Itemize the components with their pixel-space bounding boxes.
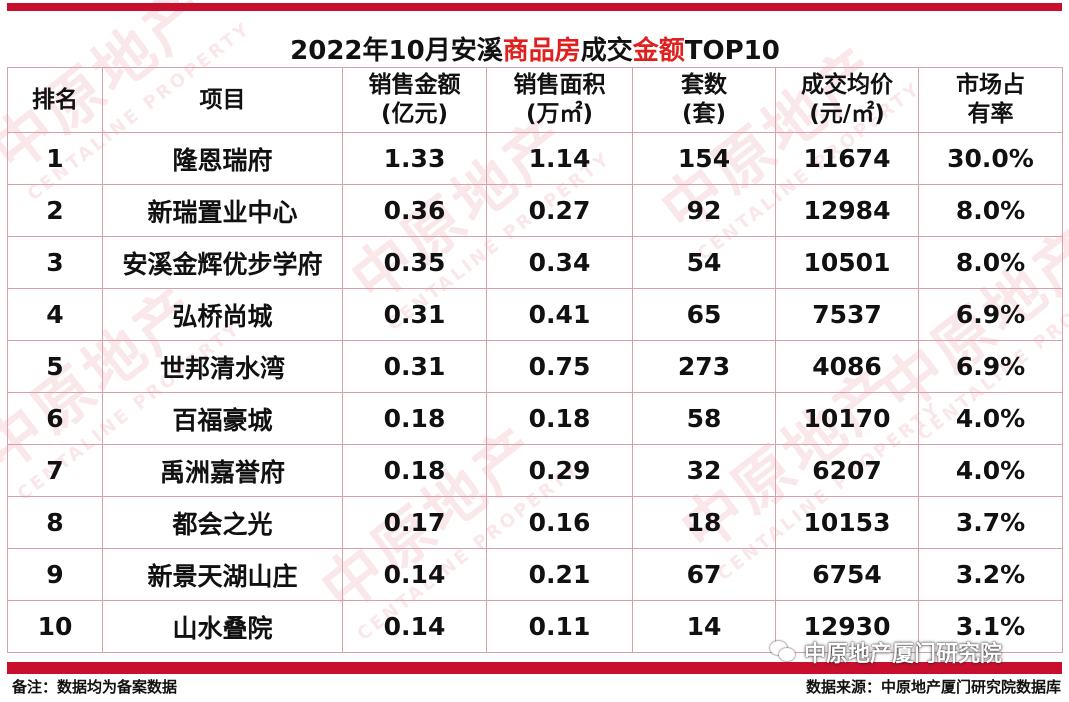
- cell-price: 4086: [775, 340, 919, 393]
- cell-share: 8.0%: [918, 184, 1063, 237]
- table-row: 7 禹洲嘉誉府 0.18 0.29 32 6207 4.0%: [7, 444, 1063, 497]
- cell-units: 54: [632, 236, 776, 289]
- title-row: 2022年10月安溪商品房成交金额TOP10: [7, 30, 1063, 68]
- table-row: 2 新瑞置业中心 0.36 0.27 92 12984 8.0%: [7, 184, 1063, 237]
- cell-area: 1.14: [486, 132, 633, 185]
- cell-share: 3.7%: [918, 496, 1063, 549]
- cell-rank: 4: [7, 288, 103, 341]
- cell-area: 0.16: [486, 496, 633, 549]
- cell-rank: 10: [7, 600, 103, 653]
- cell-units: 154: [632, 132, 776, 185]
- wechat-account-name: 中原地产厦门研究院: [804, 642, 1003, 667]
- cell-price: 10170: [775, 392, 919, 445]
- cell-project: 百福豪城: [102, 392, 343, 445]
- cell-project: 新景天湖山庄: [102, 548, 343, 601]
- header-units: 套数 (套): [632, 67, 776, 133]
- header-sales-amount: 销售金额 (亿元): [342, 67, 487, 133]
- cell-amount: 0.31: [342, 340, 487, 393]
- cell-price: 10153: [775, 496, 919, 549]
- cell-area: 0.75: [486, 340, 633, 393]
- cell-units: 65: [632, 288, 776, 341]
- table-title: 2022年10月安溪商品房成交金额TOP10: [7, 30, 1063, 68]
- cell-rank: 7: [7, 444, 103, 497]
- cell-share: 6.9%: [918, 340, 1063, 393]
- cell-units: 92: [632, 184, 776, 237]
- header-sales-area: 销售面积 (万㎡): [486, 67, 633, 133]
- cell-share: 4.0%: [918, 392, 1063, 445]
- cell-share: 8.0%: [918, 236, 1063, 289]
- cell-price: 6754: [775, 548, 919, 601]
- cell-price: 7537: [775, 288, 919, 341]
- header-row: 排名 项目 销售金额 (亿元) 销售面积 (万㎡) 套数 (套) 成交均价 (元/㎡) …: [7, 67, 1063, 133]
- cell-area: 0.27: [486, 184, 633, 237]
- cell-amount: 0.17: [342, 496, 487, 549]
- table-row: 9 新景天湖山庄 0.14 0.21 67 6754 3.2%: [7, 548, 1063, 601]
- top-accent-bar: [7, 3, 1062, 11]
- cell-project: 弘桥尚城: [102, 288, 343, 341]
- cell-rank: 5: [7, 340, 103, 393]
- cell-units: 67: [632, 548, 776, 601]
- cell-amount: 0.18: [342, 444, 487, 497]
- cell-units: 273: [632, 340, 776, 393]
- cell-area: 0.34: [486, 236, 633, 289]
- table-row: 1 隆恩瑞府 1.33 1.14 154 11674 30.0%: [7, 132, 1063, 185]
- cell-rank: 1: [7, 132, 103, 185]
- wechat-icon: [770, 641, 796, 663]
- bottom-accent-bar: [7, 662, 1062, 674]
- cell-share: 6.9%: [918, 288, 1063, 341]
- cell-area: 0.29: [486, 444, 633, 497]
- cell-project: 隆恩瑞府: [102, 132, 343, 185]
- cell-project: 都会之光: [102, 496, 343, 549]
- table-row: 8 都会之光 0.17 0.16 18 10153 3.7%: [7, 496, 1063, 549]
- cell-project: 山水叠院: [102, 600, 343, 653]
- cell-project: 安溪金辉优步学府: [102, 236, 343, 289]
- ranking-table: 2022年10月安溪商品房成交金额TOP10 排名 项目 销售金额 (亿元) 销售…: [7, 30, 1063, 653]
- cell-price: 6207: [775, 444, 919, 497]
- cell-units: 58: [632, 392, 776, 445]
- cell-share: 3.1%: [918, 600, 1063, 653]
- cell-rank: 2: [7, 184, 103, 237]
- table-row: 3 安溪金辉优步学府 0.35 0.34 54 10501 8.0%: [7, 236, 1063, 289]
- cell-area: 0.18: [486, 392, 633, 445]
- cell-area: 0.11: [486, 600, 633, 653]
- cell-project: 世邦清水湾: [102, 340, 343, 393]
- cell-amount: 1.33: [342, 132, 487, 185]
- cell-units: 32: [632, 444, 776, 497]
- cell-amount: 0.14: [342, 548, 487, 601]
- table-row: 4 弘桥尚城 0.31 0.41 65 7537 6.9%: [7, 288, 1063, 341]
- cell-amount: 0.14: [342, 600, 487, 653]
- table-row: 10 山水叠院 0.14 0.11 14 12930 3.1%: [7, 600, 1063, 653]
- cell-share: 3.2%: [918, 548, 1063, 601]
- cell-amount: 0.36: [342, 184, 487, 237]
- cell-price: 10501: [775, 236, 919, 289]
- table-row: 6 百福豪城 0.18 0.18 58 10170 4.0%: [7, 392, 1063, 445]
- cell-rank: 6: [7, 392, 103, 445]
- footer-source: 数据来源：中原地产厦门研究院数据库: [805, 678, 1061, 696]
- wechat-account-badge: 中原地产厦门研究院: [770, 637, 1002, 667]
- cell-project: 新瑞置业中心: [102, 184, 343, 237]
- cell-amount: 0.35: [342, 236, 487, 289]
- cell-project: 禹洲嘉誉府: [102, 444, 343, 497]
- cell-rank: 9: [7, 548, 103, 601]
- header-rank: 排名: [7, 67, 103, 133]
- cell-rank: 3: [7, 236, 103, 289]
- cell-price: 11674: [775, 132, 919, 185]
- table-row: 5 世邦清水湾 0.31 0.75 273 4086 6.9%: [7, 340, 1063, 393]
- header-project: 项目: [102, 67, 343, 133]
- cell-units: 18: [632, 496, 776, 549]
- cell-price: 12930: [775, 600, 919, 653]
- cell-units: 14: [632, 600, 776, 653]
- cell-area: 0.41: [486, 288, 633, 341]
- cell-amount: 0.18: [342, 392, 487, 445]
- header-market-share: 市场占 有率: [918, 67, 1063, 133]
- cell-rank: 8: [7, 496, 103, 549]
- cell-share: 30.0%: [918, 132, 1063, 185]
- cell-area: 0.21: [486, 548, 633, 601]
- cell-share: 4.0%: [918, 444, 1063, 497]
- footer-note: 备注：数据均为备案数据: [12, 678, 178, 696]
- cell-price: 12984: [775, 184, 919, 237]
- header-avg-price: 成交均价 (元/㎡): [775, 67, 919, 133]
- cell-amount: 0.31: [342, 288, 487, 341]
